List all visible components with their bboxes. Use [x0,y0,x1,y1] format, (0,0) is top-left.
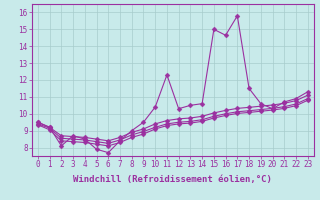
X-axis label: Windchill (Refroidissement éolien,°C): Windchill (Refroidissement éolien,°C) [73,175,272,184]
